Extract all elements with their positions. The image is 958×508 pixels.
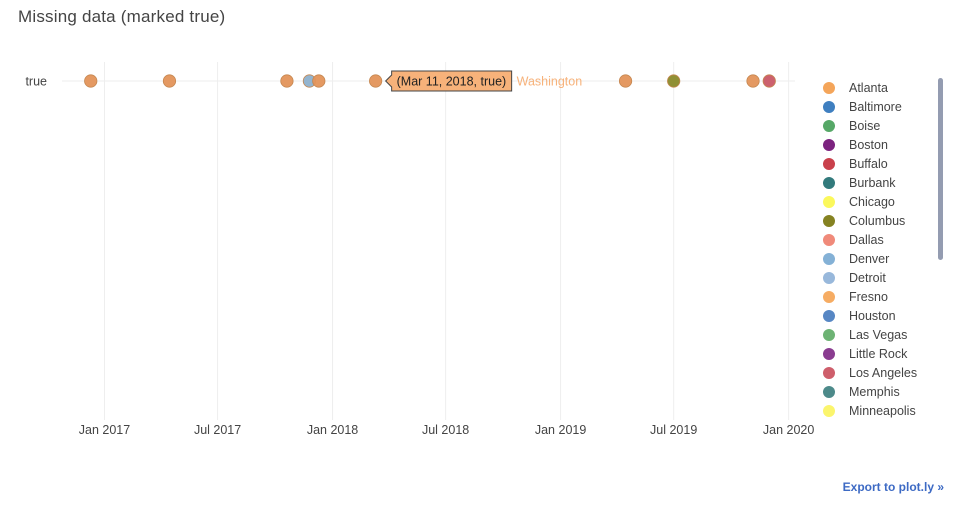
legend-label: Memphis	[849, 384, 900, 399]
y-tick-label: true	[25, 75, 47, 89]
legend-item[interactable]: Dallas	[820, 230, 940, 249]
legend-swatch	[823, 119, 835, 132]
legend-label: Little Rock	[849, 346, 908, 361]
hover-tooltip-box	[384, 70, 513, 92]
x-tick-label: Jul 2019	[650, 423, 697, 437]
legend-label: Boise	[849, 118, 881, 133]
legend-label: Boston	[849, 137, 888, 152]
data-point[interactable]	[667, 74, 681, 88]
legend-swatch	[823, 271, 835, 284]
legend-swatch	[823, 404, 835, 417]
legend-item[interactable]: Boston	[820, 135, 940, 154]
legend-label: Buffalo	[849, 156, 888, 171]
legend-swatch	[823, 290, 835, 303]
legend-label: Minneapolis	[849, 403, 916, 418]
legend-label: Denver	[849, 251, 890, 266]
legend-swatch	[823, 309, 835, 322]
legend-item[interactable]: Houston	[820, 306, 940, 325]
chart-title: Missing data (marked true)	[18, 7, 226, 26]
legend: Atlanta Baltimore Boise Boston Buffalo Burban…	[820, 78, 940, 420]
legend-label: Dallas	[849, 232, 884, 247]
legend-item[interactable]: Los Angeles	[820, 363, 940, 382]
x-tick-label: Jul 2017	[194, 423, 241, 437]
legend-item[interactable]: Memphis	[820, 382, 940, 401]
x-tick-label: Jan 2020	[763, 423, 814, 437]
legend-label: Houston	[849, 308, 896, 323]
legend-label: Atlanta	[849, 80, 888, 95]
data-point[interactable]	[618, 74, 633, 88]
legend-swatch	[823, 252, 835, 265]
hover-series-name: Washington	[517, 75, 583, 89]
legend-swatch	[823, 328, 835, 341]
legend-swatch	[823, 157, 835, 170]
hover-tooltip-text: (Mar 11, 2018, true)	[397, 75, 507, 89]
legend-swatch	[823, 233, 835, 246]
legend-item[interactable]: Columbus	[820, 211, 940, 230]
legend-swatch	[823, 385, 835, 398]
data-point[interactable]	[162, 74, 177, 88]
legend-item[interactable]: Little Rock	[820, 344, 940, 363]
x-tick-label: Jan 2017	[79, 423, 130, 437]
legend-item[interactable]: Minneapolis	[820, 401, 940, 420]
legend-item[interactable]: Atlanta	[820, 78, 940, 97]
legend-item[interactable]: Las Vegas	[820, 325, 940, 344]
legend-item[interactable]: Buffalo	[820, 154, 940, 173]
legend-item[interactable]: Denver	[820, 249, 940, 268]
legend-item[interactable]: Baltimore	[820, 97, 940, 116]
data-point[interactable]	[746, 74, 760, 88]
data-point[interactable]	[84, 74, 98, 88]
legend-swatch	[823, 100, 835, 113]
data-point[interactable]	[762, 74, 776, 88]
legend-swatch	[823, 138, 835, 151]
legend-swatch	[823, 347, 835, 360]
export-to-plotly-link[interactable]: Export to plot.ly »	[842, 480, 944, 494]
legend-label: Baltimore	[849, 99, 902, 114]
legend-label: Columbus	[849, 213, 906, 228]
data-point[interactable]	[369, 74, 383, 88]
legend-swatch	[823, 81, 835, 94]
legend-label: Los Angeles	[849, 365, 918, 380]
legend-item[interactable]: Chicago	[820, 192, 940, 211]
x-tick-label: Jul 2018	[422, 423, 469, 437]
data-point[interactable]	[280, 74, 294, 88]
legend-label: Las Vegas	[849, 327, 908, 342]
legend-label: Fresno	[849, 289, 888, 304]
legend-swatch	[823, 366, 835, 379]
x-tick-label: Jan 2019	[535, 423, 586, 437]
x-tick-label: Jan 2018	[307, 423, 358, 437]
legend-swatch	[823, 195, 835, 208]
legend-item[interactable]: Detroit	[820, 268, 940, 287]
legend-item[interactable]: Burbank	[820, 173, 940, 192]
legend-item[interactable]: Fresno	[820, 287, 940, 306]
data-point[interactable]	[312, 74, 326, 88]
legend-item[interactable]: Boise	[820, 116, 940, 135]
legend-label: Chicago	[849, 194, 895, 209]
legend-label: Detroit	[849, 270, 886, 285]
legend-swatch	[823, 214, 835, 227]
legend-swatch	[823, 176, 835, 189]
legend-label: Burbank	[849, 175, 896, 190]
legend-scrollbar[interactable]	[938, 78, 943, 260]
